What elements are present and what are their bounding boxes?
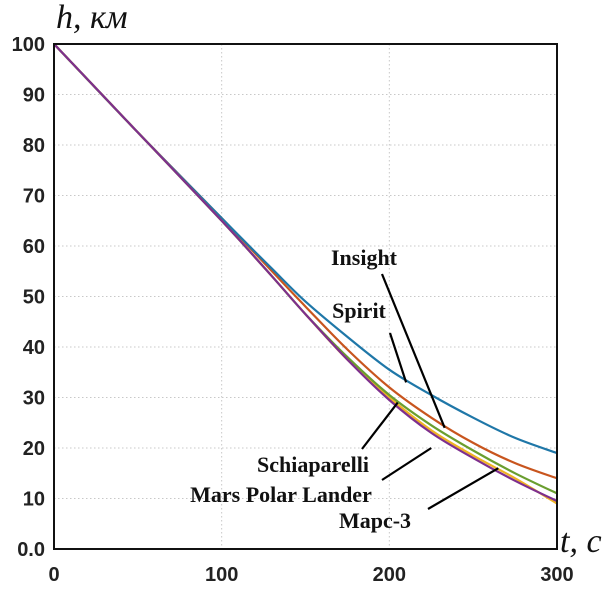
series-line-марс-3 [53,43,558,502]
annotation-leader-schiaparelli [361,401,399,450]
annotation-leader-insight [380,273,446,429]
annotation-label-insight: Insight [331,245,398,270]
y-tick-label: 40 [23,337,45,359]
plot-frame [53,43,558,550]
y-tick-label: 60 [23,236,45,258]
y-tick-label: 0.0 [17,539,45,561]
y-tick-label: 100 [12,34,45,56]
annotation-label-spirit: Spirit [332,298,386,323]
annotation-label-марс-3: Марс-3 [339,508,411,533]
annotation-label-schiaparelli: Schiaparelli [257,452,369,477]
y-tick-label: 70 [23,186,45,208]
x-axis-label: t, с [560,523,602,560]
series-line-mars-polar-lander [53,43,558,495]
annotation-leader-марс-3 [427,467,499,510]
x-tick-label: 200 [373,564,406,586]
y-tick-label: 30 [23,388,45,410]
annotation-label-mars-polar-lander: Mars Polar Lander [190,482,372,507]
annotation-leader-mars-polar-lander [381,447,432,481]
x-tick-label: 0 [48,564,59,586]
annotation-leader-spirit [388,332,408,383]
x-tick-label: 100 [205,564,238,586]
series-line-insight [53,43,558,480]
y-axis-label: h, км [56,0,128,36]
series-lines [53,43,558,505]
y-tick-label: 20 [23,438,45,460]
annotations: Insight Spirit Schiaparelli Mars Polar Land… [190,245,499,533]
y-tick-label: 90 [23,85,45,107]
series-line-schiaparelli [53,43,558,505]
y-tick-label: 10 [23,489,45,511]
grid-lines [54,44,557,549]
series-line-spirit [53,43,558,455]
x-tick-label: 300 [540,564,573,586]
tick-labels: 0 100 200 300 0.0 10 20 30 40 50 60 70 80 90 100 [12,34,574,586]
y-tick-label: 80 [23,135,45,157]
y-tick-label: 50 [23,287,45,309]
